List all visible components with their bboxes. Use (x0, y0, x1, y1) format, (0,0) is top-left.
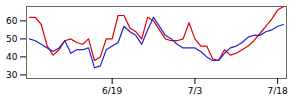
svg-text:7/18: 7/18 (268, 86, 288, 96)
svg-text:50: 50 (6, 34, 18, 44)
svg-text:60: 60 (6, 16, 18, 26)
svg-text:40: 40 (6, 52, 18, 62)
svg-text:30: 30 (6, 70, 18, 80)
svg-text:7/3: 7/3 (188, 86, 202, 96)
svg-text:6/19: 6/19 (102, 86, 122, 96)
